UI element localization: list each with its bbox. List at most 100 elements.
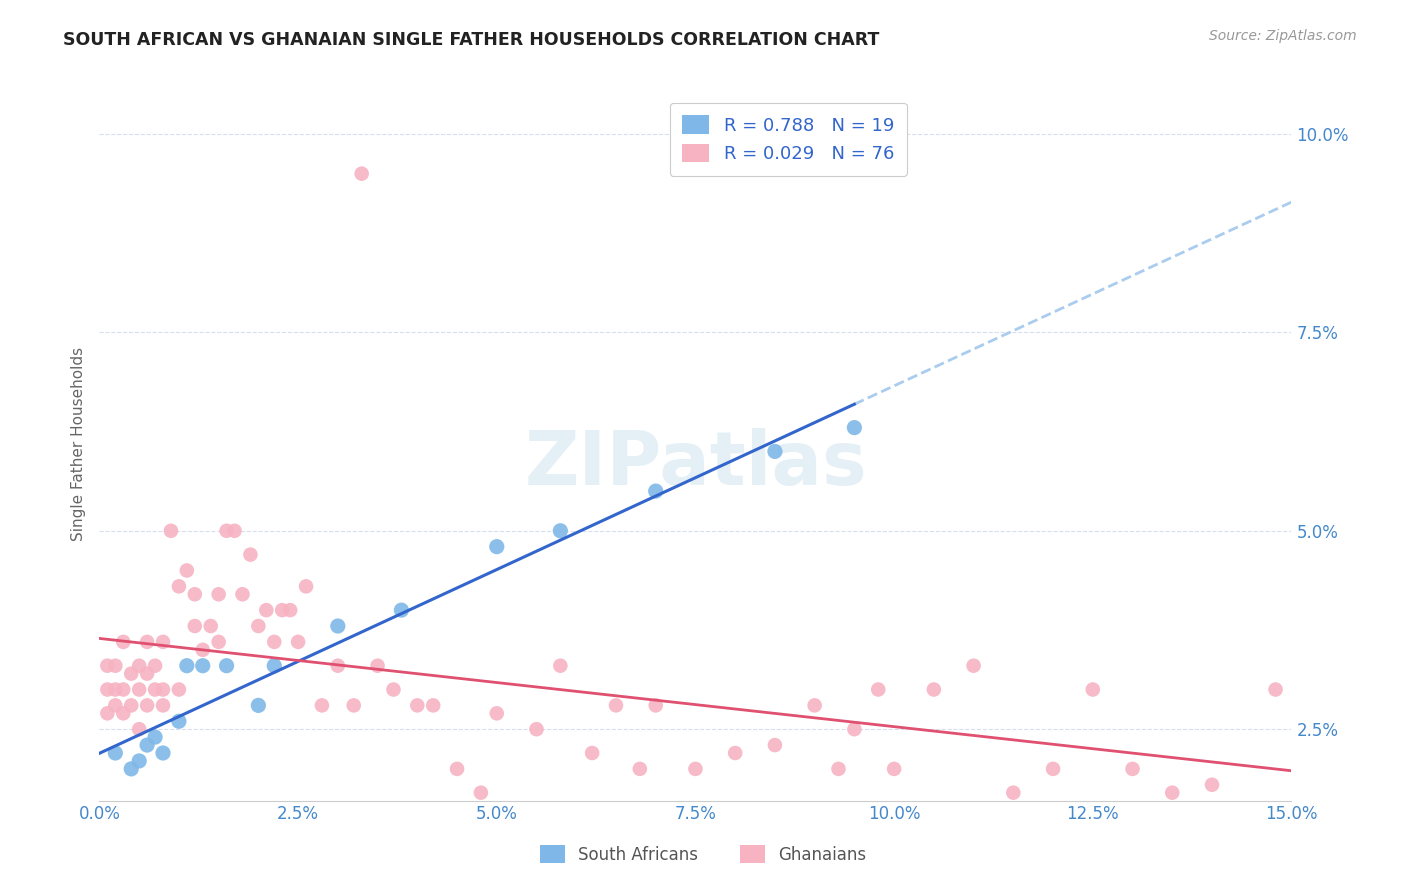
Point xyxy=(446,762,468,776)
Point xyxy=(254,603,277,617)
Point xyxy=(550,658,572,673)
Point xyxy=(167,682,190,697)
Point xyxy=(628,762,651,776)
Point xyxy=(247,619,270,633)
Point xyxy=(868,682,890,697)
Point xyxy=(104,746,127,760)
Point xyxy=(239,548,262,562)
Point xyxy=(278,603,301,617)
Point xyxy=(152,746,174,760)
Point xyxy=(644,698,666,713)
Point xyxy=(167,579,190,593)
Point xyxy=(803,698,825,713)
Point xyxy=(128,658,150,673)
Point xyxy=(763,444,786,458)
Point xyxy=(176,658,198,673)
Point xyxy=(844,722,866,736)
Point xyxy=(96,682,118,697)
Point xyxy=(1121,762,1143,776)
Point xyxy=(382,682,405,697)
Point xyxy=(295,579,318,593)
Point xyxy=(1264,682,1286,697)
Point xyxy=(367,658,389,673)
Point xyxy=(844,420,866,434)
Point xyxy=(1161,786,1184,800)
Point xyxy=(160,524,183,538)
Point xyxy=(184,587,207,601)
Point xyxy=(724,746,747,760)
Point xyxy=(112,706,135,721)
Point xyxy=(311,698,333,713)
Point xyxy=(1201,778,1223,792)
Point xyxy=(208,635,231,649)
Point xyxy=(184,619,207,633)
Point xyxy=(152,698,174,713)
Point xyxy=(200,619,222,633)
Point xyxy=(136,738,159,752)
Point xyxy=(167,714,190,729)
Point xyxy=(343,698,366,713)
Point xyxy=(485,540,508,554)
Point xyxy=(263,658,285,673)
Point xyxy=(1042,762,1064,776)
Point xyxy=(391,603,413,617)
Point xyxy=(422,698,444,713)
Point xyxy=(883,762,905,776)
Point xyxy=(96,706,118,721)
Point xyxy=(120,666,142,681)
Point xyxy=(208,587,231,601)
Point xyxy=(128,754,150,768)
Point xyxy=(191,658,214,673)
Text: ZIPatlas: ZIPatlas xyxy=(524,428,866,501)
Point xyxy=(287,635,309,649)
Point xyxy=(231,587,253,601)
Y-axis label: Single Father Households: Single Father Households xyxy=(72,346,86,541)
Point xyxy=(685,762,707,776)
Point xyxy=(526,722,548,736)
Legend: R = 0.788   N = 19, R = 0.029   N = 76: R = 0.788 N = 19, R = 0.029 N = 76 xyxy=(669,103,907,176)
Point xyxy=(224,524,246,538)
Point xyxy=(644,484,666,499)
Point xyxy=(350,167,373,181)
Point xyxy=(143,658,166,673)
Point xyxy=(763,738,786,752)
Point xyxy=(326,658,349,673)
Point xyxy=(128,722,150,736)
Point xyxy=(112,682,135,697)
Point xyxy=(247,698,270,713)
Point xyxy=(104,698,127,713)
Point xyxy=(962,658,984,673)
Point xyxy=(143,682,166,697)
Point xyxy=(470,786,492,800)
Point xyxy=(827,762,849,776)
Point xyxy=(120,762,142,776)
Point xyxy=(581,746,603,760)
Point xyxy=(152,682,174,697)
Point xyxy=(550,524,572,538)
Legend: South Africans, Ghanaians: South Africans, Ghanaians xyxy=(533,838,873,871)
Point xyxy=(485,706,508,721)
Point xyxy=(1002,786,1025,800)
Point xyxy=(112,635,135,649)
Point xyxy=(104,682,127,697)
Point xyxy=(605,698,627,713)
Point xyxy=(143,730,166,744)
Point xyxy=(215,658,238,673)
Point xyxy=(136,698,159,713)
Point xyxy=(136,666,159,681)
Point xyxy=(152,635,174,649)
Point xyxy=(922,682,945,697)
Point xyxy=(96,658,118,673)
Point xyxy=(326,619,349,633)
Point xyxy=(104,658,127,673)
Point xyxy=(136,635,159,649)
Point xyxy=(191,643,214,657)
Point xyxy=(1081,682,1104,697)
Point xyxy=(128,682,150,697)
Point xyxy=(176,564,198,578)
Point xyxy=(271,603,294,617)
Point xyxy=(263,635,285,649)
Point xyxy=(120,698,142,713)
Point xyxy=(215,524,238,538)
Text: Source: ZipAtlas.com: Source: ZipAtlas.com xyxy=(1209,29,1357,43)
